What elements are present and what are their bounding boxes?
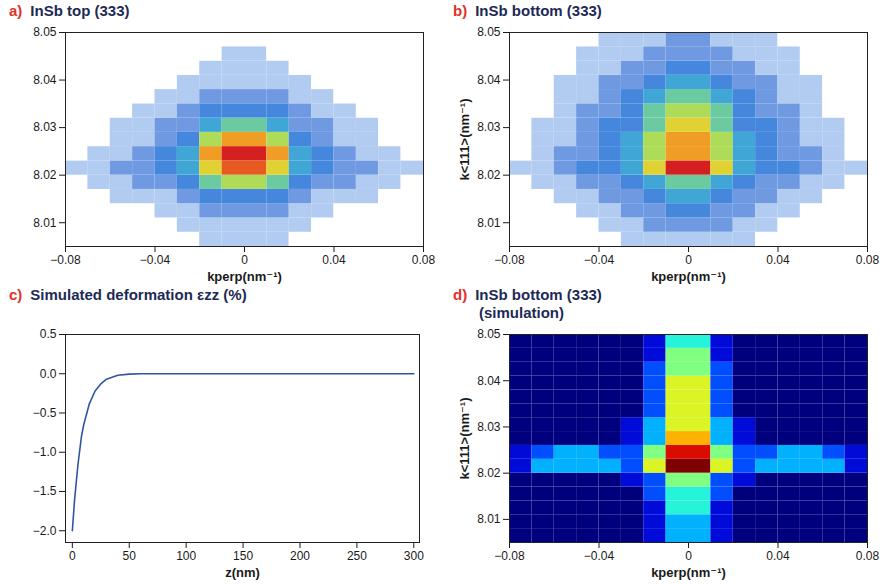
html-text:(simulation): (simulation) bbox=[479, 304, 564, 321]
svg-text:k<111>(nm⁻¹): k<111>(nm⁻¹) bbox=[457, 98, 472, 180]
svg-text:150: 150 bbox=[233, 549, 253, 563]
svg-text:50: 50 bbox=[123, 549, 137, 563]
svg-text:250: 250 bbox=[347, 549, 367, 563]
svg-text:8.05: 8.05 bbox=[477, 25, 501, 39]
svg-text:8.05: 8.05 bbox=[477, 327, 501, 341]
svg-text:−0.04: −0.04 bbox=[140, 253, 171, 267]
svg-text:−2.0: −2.0 bbox=[33, 524, 57, 538]
svg-text:200: 200 bbox=[290, 549, 310, 563]
svg-text:0: 0 bbox=[685, 253, 692, 267]
svg-text:−0.08: −0.08 bbox=[494, 549, 525, 563]
svg-text:8.04: 8.04 bbox=[477, 374, 501, 388]
svg-text:−1.5: −1.5 bbox=[33, 484, 57, 498]
html-text:InSb bottom (333): InSb bottom (333) bbox=[475, 2, 602, 19]
svg-text:8.05: 8.05 bbox=[33, 25, 57, 39]
html-text:c): c) bbox=[9, 286, 23, 303]
svg-text:−0.04: −0.04 bbox=[584, 253, 615, 267]
svg-text:k<111>(nm⁻¹): k<111>(nm⁻¹) bbox=[457, 397, 472, 479]
svg-text:−0.08: −0.08 bbox=[494, 253, 525, 267]
svg-text:8.01: 8.01 bbox=[477, 512, 501, 526]
svg-text:8.02: 8.02 bbox=[477, 168, 501, 182]
html-text:InSb bottom (333): InSb bottom (333) bbox=[475, 286, 602, 303]
html-text:a): a) bbox=[9, 2, 23, 19]
svg-text:−0.04: −0.04 bbox=[584, 549, 615, 563]
svg-text:0.04: 0.04 bbox=[322, 253, 346, 267]
svg-text:8.01: 8.01 bbox=[33, 216, 57, 230]
svg-text:−0.08: −0.08 bbox=[50, 253, 81, 267]
svg-text:8.04: 8.04 bbox=[477, 73, 501, 87]
svg-text:8.02: 8.02 bbox=[33, 168, 57, 182]
svg-text:0.04: 0.04 bbox=[766, 253, 790, 267]
svg-text:0: 0 bbox=[69, 549, 76, 563]
html-text:b): b) bbox=[453, 2, 468, 19]
svg-text:0.0: 0.0 bbox=[40, 367, 57, 381]
svg-text:8.03: 8.03 bbox=[33, 120, 57, 134]
svg-text:z(nm): z(nm) bbox=[225, 565, 260, 580]
svg-text:0.04: 0.04 bbox=[766, 549, 790, 563]
svg-text:kperp(nm⁻¹): kperp(nm⁻¹) bbox=[207, 269, 282, 284]
svg-text:300: 300 bbox=[404, 549, 424, 563]
svg-text:8.01: 8.01 bbox=[477, 216, 501, 230]
svg-text:0.08: 0.08 bbox=[856, 253, 880, 267]
svg-text:0: 0 bbox=[685, 549, 692, 563]
svg-text:kperp(nm⁻¹): kperp(nm⁻¹) bbox=[651, 269, 726, 284]
svg-text:0: 0 bbox=[241, 253, 248, 267]
svg-text:8.03: 8.03 bbox=[477, 420, 501, 434]
html-text:d): d) bbox=[453, 286, 468, 303]
svg-text:100: 100 bbox=[176, 549, 196, 563]
svg-text:0.5: 0.5 bbox=[40, 327, 57, 341]
svg-text:−0.5: −0.5 bbox=[33, 406, 57, 420]
svg-text:8.03: 8.03 bbox=[477, 120, 501, 134]
svg-text:−1.0: −1.0 bbox=[33, 445, 57, 459]
svg-text:kperp(nm⁻¹): kperp(nm⁻¹) bbox=[651, 565, 726, 580]
html-text:InSb top (333): InSb top (333) bbox=[30, 2, 130, 19]
html-text:Simulated deformation εzz (%): Simulated deformation εzz (%) bbox=[30, 286, 247, 303]
svg-text:0.08: 0.08 bbox=[856, 549, 880, 563]
svg-text:8.04: 8.04 bbox=[33, 73, 57, 87]
svg-text:0.08: 0.08 bbox=[412, 253, 436, 267]
svg-text:8.02: 8.02 bbox=[477, 466, 501, 480]
